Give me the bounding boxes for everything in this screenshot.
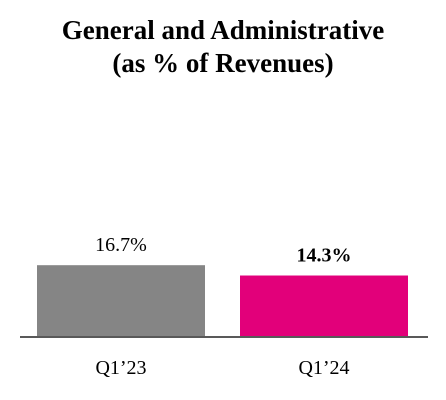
x-tick-label-1: Q1’23 [95, 357, 146, 379]
bar-1 [37, 265, 205, 337]
value-labels-layer: 16.7% 14.3% [95, 234, 351, 266]
chart-title-line-1: General and Administrative [61, 15, 385, 45]
value-label-2: 14.3% [297, 245, 352, 267]
bars-layer [37, 265, 408, 337]
x-tick-label-2: Q1’24 [298, 357, 349, 379]
bar-2 [240, 275, 408, 337]
chart-title: General and Administrative (as % of Reve… [0, 14, 446, 80]
value-label-1: 16.7% [95, 234, 147, 256]
chart-title-line-2: (as % of Revenues) [112, 48, 334, 78]
x-tick-labels-layer: Q1’23 Q1’24 [95, 357, 349, 379]
